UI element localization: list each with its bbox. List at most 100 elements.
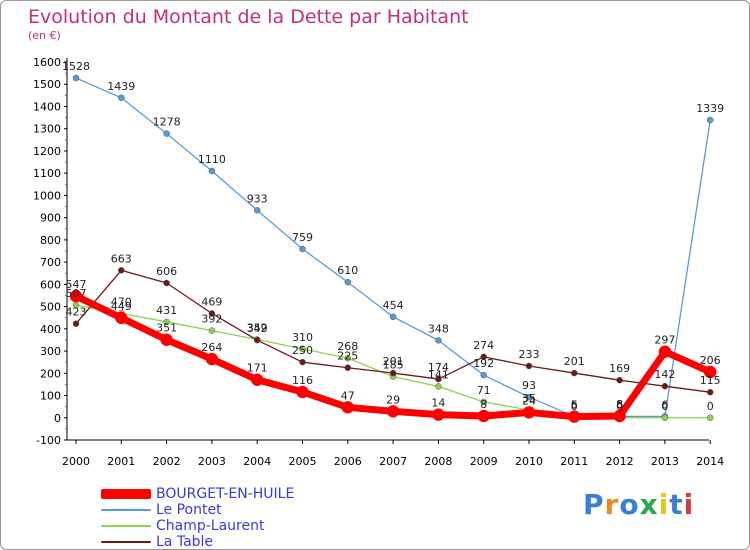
series-point-0: [296, 385, 309, 399]
data-label-2: 431: [156, 304, 177, 317]
y-tick-label: 700: [40, 256, 61, 269]
logo-letter: i: [683, 488, 695, 521]
data-label-0: 351: [156, 322, 177, 335]
legend-item-2: Champ-Laurent: [101, 518, 294, 534]
data-label-1: 610: [337, 264, 358, 277]
x-tick-label: 2006: [334, 455, 362, 468]
series-point-1: [163, 130, 170, 137]
data-label-0: 5: [571, 399, 578, 412]
data-label-3: 115: [700, 374, 721, 387]
series-point-3: [616, 376, 623, 384]
y-tick-label: 1600: [33, 56, 61, 69]
series-point-3: [253, 336, 261, 344]
data-label-1: 1339: [696, 102, 724, 115]
data-label-3: 606: [156, 265, 177, 278]
series-point-0: [568, 410, 581, 423]
data-label-2: 352: [247, 321, 268, 334]
series-point-1: [435, 337, 442, 344]
series-point-1: [706, 116, 714, 124]
data-label-0: 24: [522, 394, 536, 407]
data-label-0: 116: [292, 374, 313, 387]
series-point-3: [118, 267, 125, 274]
data-label-0: 547: [66, 278, 87, 291]
series-point-3: [435, 375, 442, 383]
data-label-1: 933: [247, 192, 268, 205]
series-point-0: [160, 333, 173, 346]
data-label-2: 35: [522, 392, 536, 405]
series-point-0: [69, 289, 83, 303]
data-label-3: 233: [519, 348, 540, 361]
x-tick-label: 2003: [198, 455, 226, 468]
data-label-3: 423: [66, 306, 87, 319]
x-tick-label: 2004: [243, 455, 271, 468]
legend: BOURGET-EN-HUILE Le Pontet Champ-Laurent La…: [101, 486, 295, 550]
y-tick-label: 0: [54, 412, 61, 425]
series-point-0: [205, 352, 219, 366]
data-label-1: 93: [522, 379, 536, 392]
data-label-0: 14: [431, 397, 445, 410]
chart-title: Evolution du Montant de la Dette par Hab…: [28, 6, 469, 28]
series-point-0: [386, 405, 400, 418]
x-tick-label: 2008: [424, 455, 452, 468]
legend-swatch: [101, 489, 151, 499]
data-label-1: 6: [616, 398, 623, 411]
data-label-2: 141: [428, 368, 449, 381]
series-point-2: [163, 318, 170, 326]
series-point-0: [477, 409, 490, 423]
data-label-3: 142: [654, 368, 675, 381]
y-tick-label: 300: [40, 345, 61, 358]
legend-label: BOURGET-EN-HUILE: [156, 486, 295, 502]
data-label-1: 1110: [198, 153, 226, 166]
series-point-0: [613, 409, 626, 423]
series-point-1: [480, 371, 487, 379]
series-point-3: [480, 353, 487, 361]
data-label-0: 206: [700, 354, 721, 367]
series-point-3: [389, 369, 397, 377]
data-label-0: 8: [480, 398, 487, 411]
data-label-1: 6: [571, 398, 578, 411]
logo-letter: o: [619, 488, 640, 521]
logo-letter: P: [583, 488, 605, 521]
data-label-0: 297: [654, 334, 675, 347]
legend-swatch: [101, 525, 151, 527]
x-tick-label: 2012: [606, 455, 634, 468]
data-label-3: 169: [609, 362, 630, 375]
legend-swatch: [101, 509, 151, 511]
legend-label: La Table: [156, 534, 214, 550]
legend-swatch: [101, 541, 151, 543]
series-point-0: [115, 311, 128, 325]
data-label-2: 71: [477, 384, 491, 397]
x-tick-label: 2009: [470, 455, 498, 468]
series-point-1: [299, 245, 306, 253]
data-label-2: 185: [383, 359, 404, 372]
y-tick-label: 1500: [33, 78, 61, 91]
data-label-1: 348: [428, 322, 449, 335]
series-point-2: [435, 383, 442, 390]
series-point-2: [208, 327, 216, 334]
data-label-0: 47: [341, 389, 355, 402]
data-label-3: 349: [247, 322, 268, 335]
data-label-2: 392: [201, 313, 222, 326]
series-point-3: [661, 382, 669, 390]
data-label-2: 470: [111, 295, 132, 308]
data-label-3: 201: [564, 355, 585, 368]
data-label-2: 310: [292, 331, 313, 344]
y-tick-label: 800: [40, 234, 61, 247]
logo-letter: r: [604, 488, 620, 521]
data-label-2: 0: [571, 400, 578, 413]
y-tick-label: 1100: [33, 167, 61, 180]
series-point-3: [706, 388, 714, 396]
series-point-2: [344, 354, 352, 362]
legend-label: Le Pontet: [156, 502, 222, 518]
series-point-0: [658, 345, 672, 358]
series-point-1: [525, 393, 533, 401]
data-label-1: 454: [383, 299, 404, 312]
series-point-3: [299, 358, 306, 366]
series-point-2: [661, 414, 669, 422]
y-tick-label: 400: [40, 323, 61, 336]
legend-item-1: Le Pontet: [101, 502, 294, 518]
data-label-1: 192: [473, 357, 494, 370]
series-point-3: [163, 279, 170, 287]
y-tick-label: 900: [40, 212, 61, 225]
